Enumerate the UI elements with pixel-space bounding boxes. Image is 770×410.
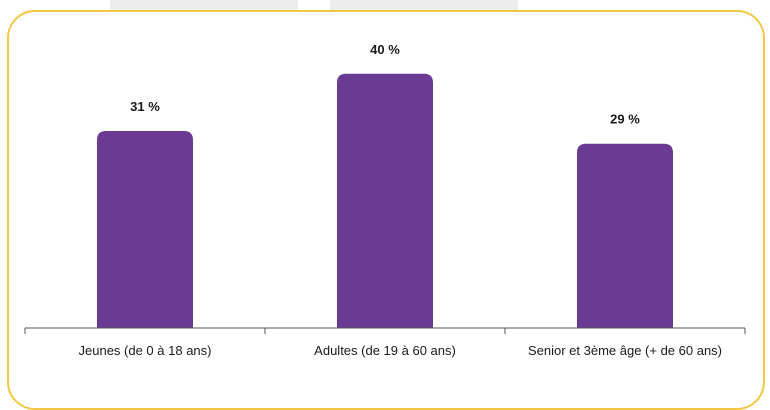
x-axis-labels: Jeunes (de 0 à 18 ans) Adultes (de 19 à 6… xyxy=(79,343,723,358)
data-labels-layer: 31 % 40 % 29 % xyxy=(130,42,640,127)
category-label-3: Senior et 3ème âge (+ de 60 ans) xyxy=(528,343,722,358)
x-axis-ticks xyxy=(24,328,746,334)
bar-1 xyxy=(97,130,193,328)
bar-2 xyxy=(337,73,433,329)
data-label-3: 29 % xyxy=(610,112,640,127)
category-label-1: Jeunes (de 0 à 18 ans) xyxy=(79,343,212,358)
top-tab-strip-left xyxy=(110,0,298,10)
bar-chart: 31 % 40 % 29 % Jeunes (de 0 à 18 ans) Adult… xyxy=(24,42,746,358)
bars-layer xyxy=(97,73,673,329)
data-label-1: 31 % xyxy=(130,99,160,114)
data-label-2: 40 % xyxy=(370,42,400,57)
bar-3 xyxy=(577,143,673,328)
category-label-2: Adultes (de 19 à 60 ans) xyxy=(314,343,456,358)
top-tab-strip-right xyxy=(330,0,518,10)
